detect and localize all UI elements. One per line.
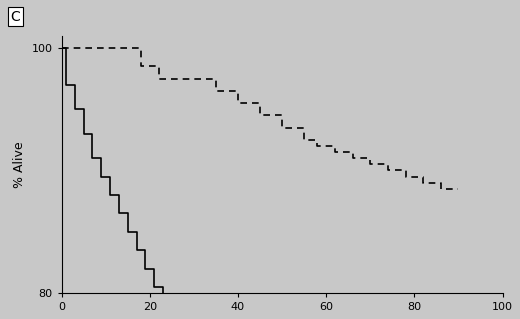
Y-axis label: % Alive: % Alive: [13, 141, 26, 188]
Text: C: C: [10, 10, 20, 24]
